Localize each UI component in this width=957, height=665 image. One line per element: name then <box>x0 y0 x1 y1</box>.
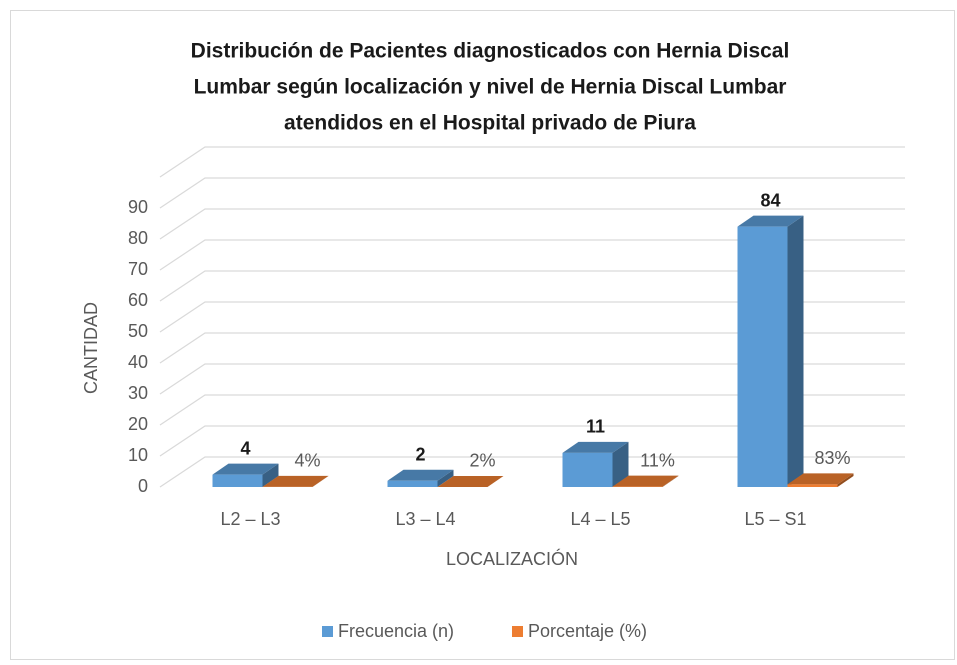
y-tick-label: 80 <box>128 228 148 248</box>
legend-label: Frecuencia (n) <box>338 621 454 641</box>
y-tick-label: 10 <box>128 445 148 465</box>
bar <box>262 475 329 487</box>
y-tick-label: 20 <box>128 414 148 434</box>
bar-side <box>837 473 854 487</box>
x-tick-label: L5 – S1 <box>744 509 806 529</box>
legend-label: Porcentaje (%) <box>528 621 647 641</box>
grid-line <box>159 208 905 240</box>
chart-title-line: Lumbar según localización y nivel de Her… <box>194 76 787 99</box>
bar-top <box>562 441 629 453</box>
chart-title-line: atendidos en el Hospital privado de Piur… <box>284 112 696 135</box>
x-tick-label: L2 – L3 <box>220 509 280 529</box>
y-tick-label: 70 <box>128 259 148 279</box>
legend-swatch <box>322 626 333 637</box>
data-label: 11% <box>640 450 675 470</box>
data-label: 11 <box>586 417 605 437</box>
grid-line <box>159 239 905 271</box>
data-label: 4% <box>294 451 320 471</box>
grid-line <box>159 363 905 395</box>
bar-side <box>262 463 279 487</box>
bar-side <box>612 441 629 487</box>
bar-front <box>387 480 438 487</box>
bar-side <box>662 475 679 487</box>
y-tick-label: 0 <box>138 476 148 496</box>
bar-front <box>562 452 613 487</box>
wall-edge <box>159 146 905 178</box>
bar <box>562 441 629 487</box>
bar <box>212 463 279 487</box>
data-label: 2 <box>415 445 425 465</box>
bar-front <box>737 226 788 487</box>
data-label: 84 <box>760 190 780 210</box>
legend-swatch <box>512 626 523 637</box>
y-tick-label: 90 <box>128 197 148 217</box>
grid-line <box>159 394 905 426</box>
bar-side <box>787 215 804 487</box>
data-label: 83% <box>814 448 850 468</box>
y-tick-label: 50 <box>128 321 148 341</box>
bar <box>437 475 504 487</box>
bar-side <box>437 469 454 487</box>
grid-line <box>159 456 905 488</box>
data-label: 2% <box>469 451 495 471</box>
bar-side <box>487 475 504 487</box>
bar-front <box>212 474 263 487</box>
bar-side <box>312 475 329 487</box>
x-axis-title: LOCALIZACIÓN <box>446 548 578 569</box>
y-tick-label: 40 <box>128 352 148 372</box>
data-label: 4 <box>240 438 250 458</box>
y-tick-label: 60 <box>128 290 148 310</box>
grid-line <box>159 177 905 209</box>
bar-top <box>737 215 804 227</box>
bar-top <box>212 463 279 475</box>
bar-top <box>262 475 329 487</box>
x-tick-label: L3 – L4 <box>395 509 455 529</box>
bar <box>612 475 679 487</box>
bar-top <box>612 475 679 487</box>
grid-line <box>159 301 905 333</box>
grid-line <box>159 425 905 457</box>
bar-top <box>787 473 854 485</box>
bar-top <box>387 469 454 481</box>
bar <box>387 469 454 487</box>
bar-top <box>437 475 504 487</box>
bar <box>737 215 804 487</box>
x-tick-label: L4 – L5 <box>570 509 630 529</box>
bar <box>787 473 854 487</box>
grid-line <box>159 332 905 364</box>
y-tick-label: 30 <box>128 383 148 403</box>
bar-front <box>787 484 838 487</box>
chart-title-line: Distribución de Pacientes diagnosticados… <box>191 40 790 63</box>
grid-line <box>159 270 905 302</box>
y-axis-title: CANTIDAD <box>81 302 101 394</box>
